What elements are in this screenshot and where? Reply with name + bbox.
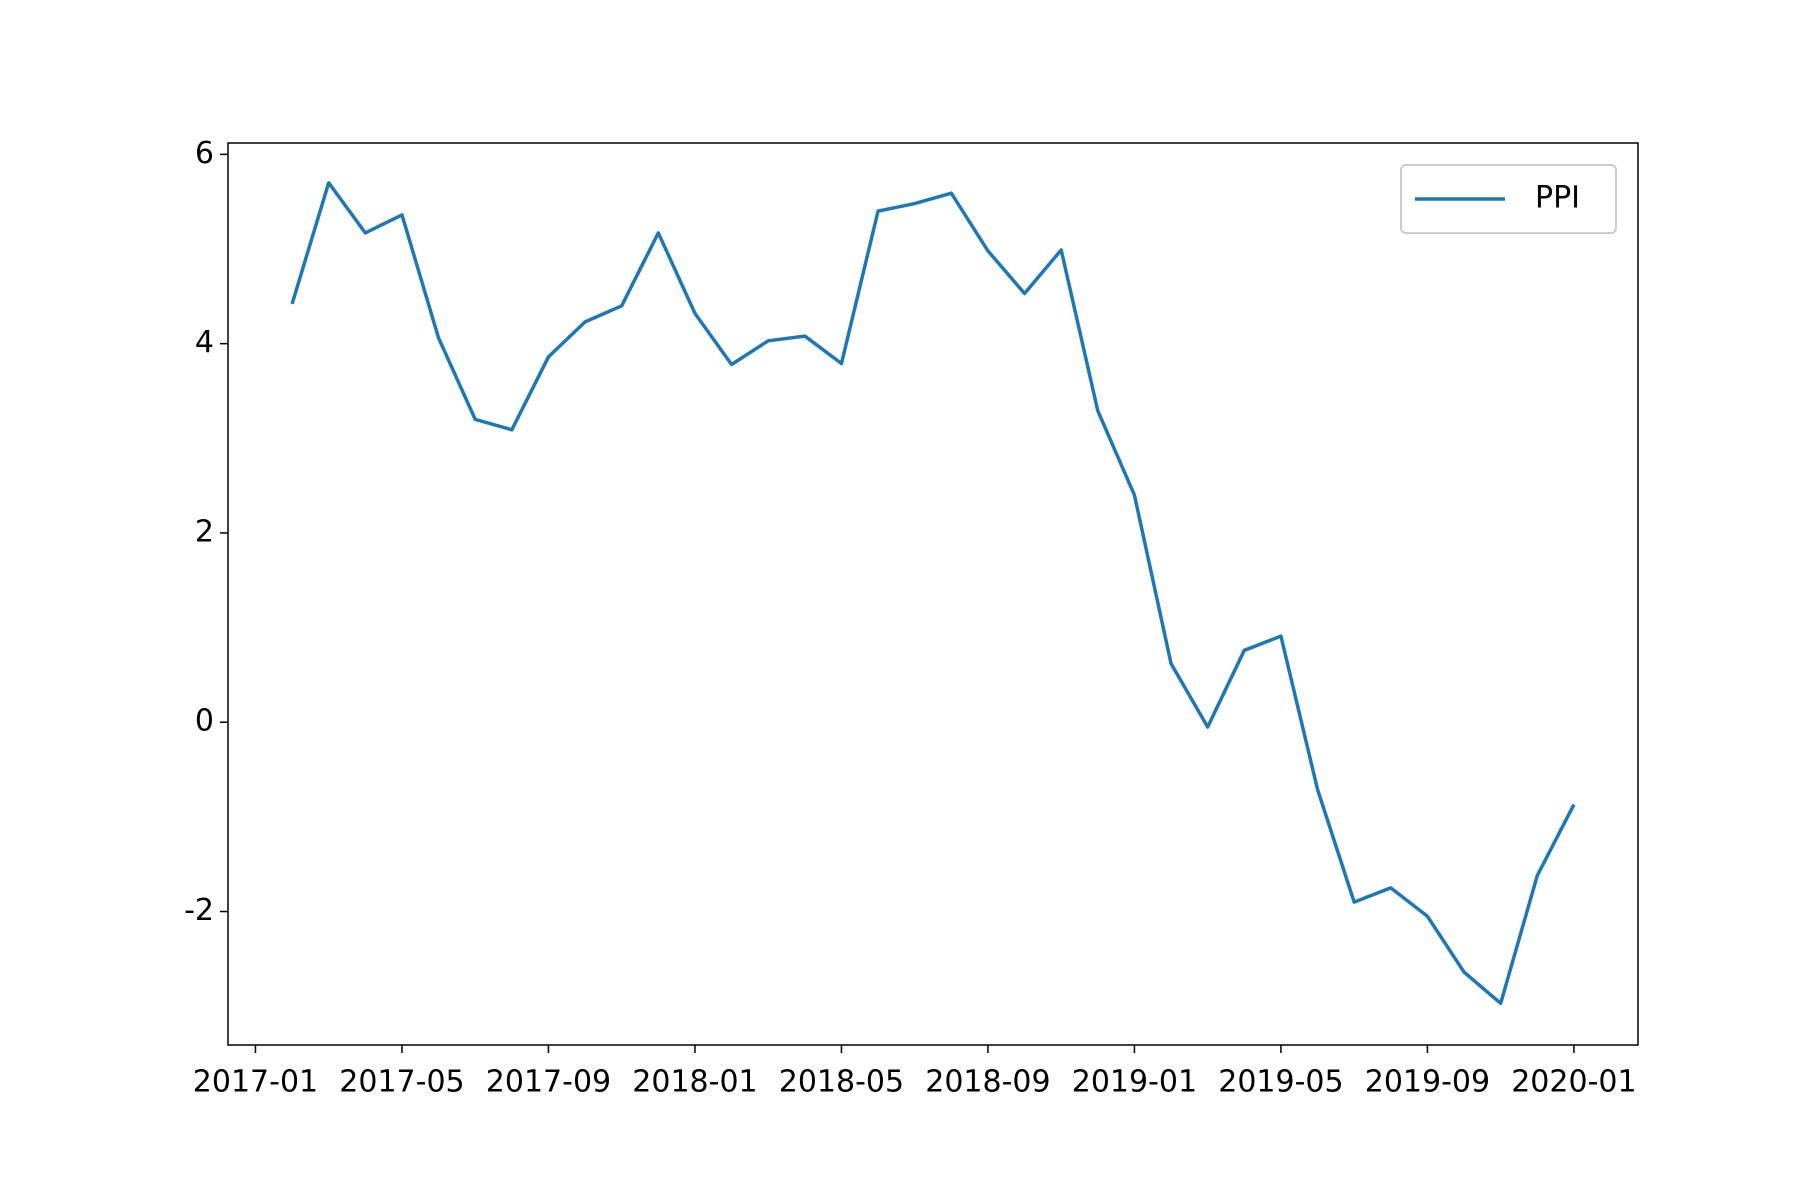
x-tick-label: 2017-01 xyxy=(193,1065,318,1100)
x-tick-label: 2017-09 xyxy=(486,1065,611,1100)
y-tick-label: 2 xyxy=(195,514,214,549)
data-line xyxy=(290,181,1576,1006)
x-tick-label: 2018-05 xyxy=(779,1065,904,1100)
y-tick-label: 0 xyxy=(195,704,214,739)
legend-box xyxy=(1400,164,1617,234)
plot-frame xyxy=(227,142,1639,1046)
legend-label: PPI xyxy=(1535,181,1580,216)
x-tick-label: 2017-05 xyxy=(339,1065,464,1100)
x-tick-label: 2019-09 xyxy=(1365,1065,1490,1100)
x-tick-label: 2018-01 xyxy=(632,1065,757,1100)
x-tick-label: 2019-05 xyxy=(1218,1065,1343,1100)
x-tick-label: 2019-01 xyxy=(1072,1065,1197,1100)
legend: PPI xyxy=(1400,164,1617,234)
y-tick-label: 4 xyxy=(195,325,214,360)
y-tick-label: -2 xyxy=(184,893,214,928)
x-tick-label: 2018-09 xyxy=(925,1065,1050,1100)
x-tick-label: 2020-01 xyxy=(1511,1065,1636,1100)
y-tick-label: 6 xyxy=(195,136,214,171)
